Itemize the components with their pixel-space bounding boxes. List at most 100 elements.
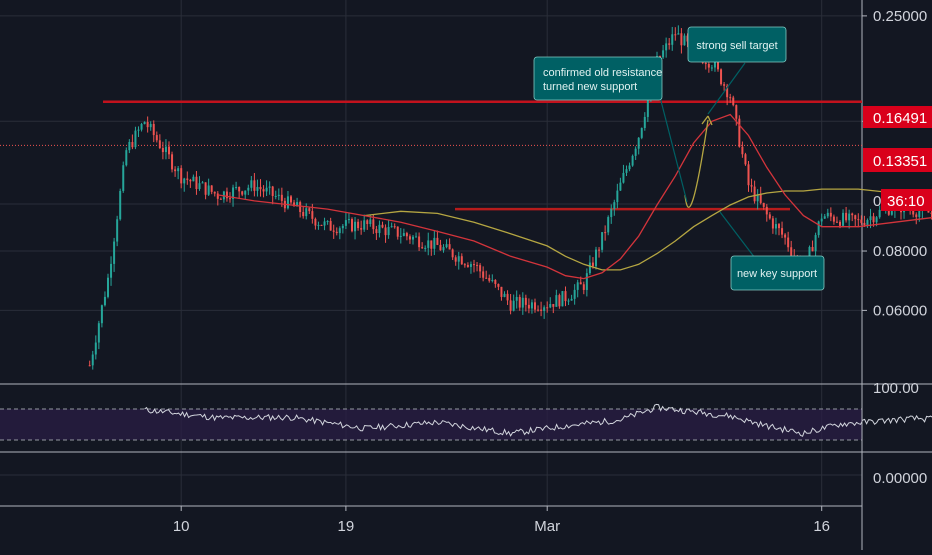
- candle-body: [565, 291, 567, 301]
- candle-body: [189, 180, 191, 181]
- candle-body: [479, 265, 481, 271]
- candle-body: [287, 196, 289, 208]
- candle-body: [122, 165, 124, 191]
- candle-body: [821, 219, 823, 222]
- candle-body: [873, 216, 875, 222]
- candle-body: [260, 187, 262, 189]
- candle-body: [879, 210, 881, 217]
- candle-body: [217, 194, 219, 199]
- candle-body: [324, 221, 326, 225]
- candle-body: [95, 343, 97, 355]
- candle-body: [443, 247, 445, 250]
- candle-body: [662, 50, 664, 57]
- candle-body: [241, 191, 243, 194]
- candle-body: [436, 238, 438, 245]
- callout-sell-target[interactable]: strong sell target: [688, 27, 786, 62]
- candle-body: [351, 219, 353, 231]
- current-price-label: 0.13351: [873, 153, 927, 170]
- candle-body: [281, 195, 283, 201]
- candle-body: [552, 304, 554, 307]
- candle-body: [549, 304, 551, 307]
- candle-body: [421, 247, 423, 248]
- candle-body: [458, 256, 460, 261]
- candle-body: [488, 278, 490, 281]
- lower-axis-label: 0.00000: [873, 470, 927, 487]
- candle-body: [98, 323, 100, 342]
- candle-body: [317, 225, 319, 226]
- candle-body: [476, 265, 478, 266]
- candle-body: [177, 168, 179, 171]
- candle-body: [876, 217, 878, 222]
- candle-body: [735, 105, 737, 119]
- candle-body: [327, 221, 329, 222]
- candle-body: [131, 142, 133, 147]
- callout-old-resistance-line1: confirmed old resistance: [543, 67, 662, 79]
- candle-body: [589, 263, 591, 274]
- candle-body: [647, 99, 649, 117]
- candle-body: [644, 117, 646, 128]
- candle-body: [165, 147, 167, 152]
- candle-body: [415, 236, 417, 237]
- candle-body: [253, 180, 255, 191]
- candle-body: [391, 226, 393, 227]
- candle-body: [144, 122, 146, 124]
- candle-body: [558, 295, 560, 306]
- candle-body: [854, 215, 856, 219]
- candle-body: [763, 203, 765, 207]
- candle-body: [842, 213, 844, 226]
- candle-body: [311, 211, 313, 219]
- candle-body: [866, 220, 868, 225]
- candle-body: [818, 221, 820, 235]
- candle-body: [171, 154, 173, 169]
- candle-body: [522, 298, 524, 308]
- callout-old-resistance[interactable]: confirmed old resistance turned new supp…: [534, 57, 662, 100]
- candle-body: [561, 291, 563, 306]
- candle-body: [229, 198, 231, 199]
- candle-body: [766, 207, 768, 215]
- candle-body: [299, 202, 301, 212]
- candle-body: [461, 256, 463, 264]
- candle-body: [308, 208, 310, 211]
- candle-body: [464, 264, 466, 265]
- callout-key-support[interactable]: new key support: [731, 256, 824, 290]
- candle-body: [491, 280, 493, 281]
- candle-body: [744, 154, 746, 164]
- candle-body: [531, 302, 533, 308]
- candle-body: [836, 222, 838, 223]
- candle-body: [607, 217, 609, 232]
- candle-body: [778, 224, 780, 228]
- candle-body: [238, 187, 240, 191]
- candle-body: [220, 199, 222, 200]
- candle-body: [305, 208, 307, 216]
- candle-body: [205, 182, 207, 194]
- candle-body: [729, 97, 731, 98]
- candle-body: [537, 310, 539, 311]
- candle-body: [546, 307, 548, 308]
- candle-body: [641, 128, 643, 138]
- candle-body: [354, 222, 356, 231]
- candle-body: [754, 187, 756, 202]
- candle-body: [314, 219, 316, 226]
- candle-body: [275, 196, 277, 197]
- candle-body: [141, 124, 143, 130]
- candle-body: [732, 98, 734, 106]
- candle-body: [128, 142, 130, 150]
- candle-body: [540, 310, 542, 311]
- candle-body: [211, 185, 213, 191]
- callout-key-support-text: new key support: [737, 268, 817, 280]
- candle-body: [153, 124, 155, 135]
- candle-body: [848, 214, 850, 221]
- candle-body: [781, 228, 783, 234]
- candle-body: [357, 222, 359, 228]
- candle-body: [671, 34, 673, 45]
- candle-body: [525, 298, 527, 305]
- candle-body: [208, 185, 210, 194]
- candle-body: [708, 64, 710, 68]
- callout-sell-target-text: strong sell target: [696, 40, 777, 52]
- candle-body: [388, 227, 390, 235]
- candle-body: [494, 280, 496, 284]
- candle-body: [629, 166, 631, 170]
- candle-body: [613, 202, 615, 209]
